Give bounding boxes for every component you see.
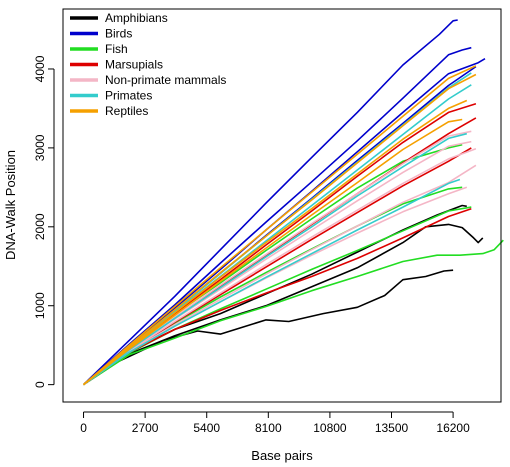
series-line	[83, 223, 484, 386]
legend-label: Fish	[105, 42, 128, 56]
series-line	[83, 118, 463, 386]
x-tick-label: 0	[80, 421, 87, 435]
x-axis-title: Base pairs	[251, 448, 313, 463]
x-tick-label: 8100	[255, 421, 282, 435]
y-tick-label: 0	[33, 381, 47, 388]
y-tick-label: 2000	[33, 213, 47, 240]
series-line	[83, 239, 504, 386]
legend-item: Reptiles	[70, 104, 148, 118]
series-line	[82, 65, 477, 386]
legend-item: Primates	[70, 89, 152, 103]
y-tick-label: 4000	[33, 55, 47, 82]
y-axis: 0 1000 2000 3000 4000	[33, 55, 55, 388]
y-tick-label: 3000	[33, 134, 47, 161]
series-reptiles	[82, 65, 477, 386]
series-line	[83, 164, 477, 386]
series-line	[83, 99, 468, 386]
legend-item: Birds	[70, 27, 132, 41]
x-tick-label: 16200	[436, 421, 470, 435]
series-line	[82, 46, 472, 386]
series-lines	[82, 19, 504, 386]
series-line	[83, 132, 467, 386]
series-line	[83, 178, 461, 386]
legend-label: Birds	[105, 27, 132, 41]
series-line	[83, 147, 477, 386]
legend-label: Marsupials	[105, 58, 163, 72]
y-axis-title: DNA-Walk Position	[3, 150, 18, 260]
legend-label: Reptiles	[105, 104, 148, 118]
x-tick-label: 13500	[375, 421, 409, 435]
legend-label: Amphibians	[105, 11, 168, 25]
legend-item: Fish	[70, 42, 128, 56]
legend-item: Amphibians	[70, 11, 168, 25]
plot-frame	[62, 8, 502, 403]
legend-label: Primates	[105, 89, 152, 103]
y-tick-label: 1000	[33, 292, 47, 319]
legend-label: Non-primate mammals	[105, 73, 226, 87]
series-line	[83, 207, 472, 386]
x-tick-label: 5400	[193, 421, 220, 435]
legend-item: Marsupials	[70, 58, 163, 72]
series-line	[82, 19, 458, 386]
x-tick-label: 10800	[313, 421, 347, 435]
x-tick-label: 2700	[132, 421, 159, 435]
series-line	[82, 73, 477, 386]
legend-item: Non-primate mammals	[70, 73, 226, 87]
x-axis: 0 2700 5400 8100 10800 13500 16200	[80, 411, 470, 435]
